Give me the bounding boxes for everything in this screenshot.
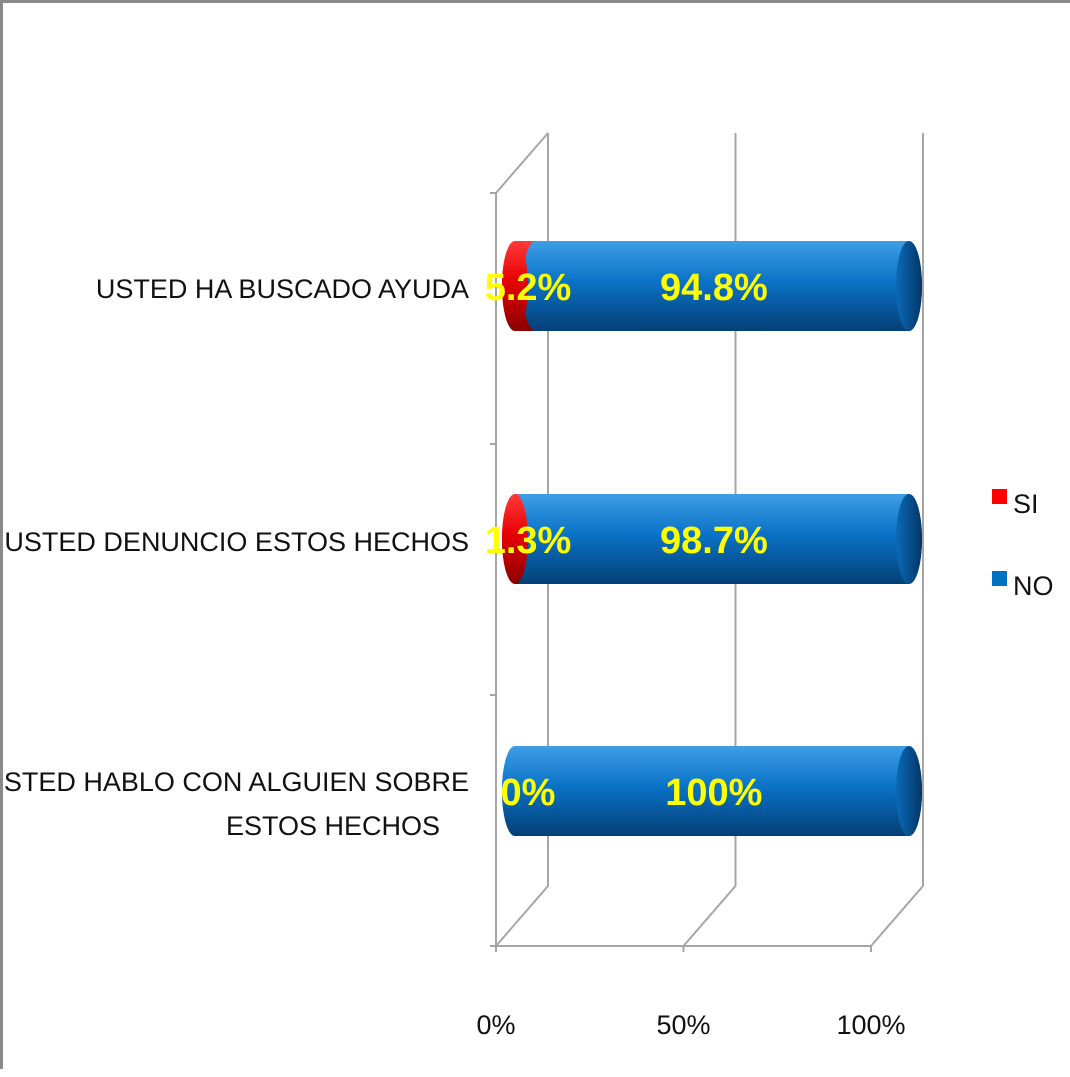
bar-end-cap [896, 241, 922, 331]
category-label-line: USTED DENUNCIO ESTOS HECHOS [4, 527, 469, 557]
category-label: USTED HABLO CON ALGUIEN SOBRE ESTOS HECHO… [3, 767, 469, 841]
x-tick-label: 100% [836, 1010, 905, 1040]
legend-swatch-si [992, 489, 1007, 504]
legend-swatch-no [992, 571, 1007, 586]
category-label-line: ESTOS HECHOS [226, 811, 440, 841]
category-label-line: USTED HA BUSCADO AYUDA [96, 274, 469, 304]
data-label-si: 0% [501, 772, 556, 814]
category-label: USTED HA BUSCADO AYUDA [96, 274, 469, 304]
legend-label-si: SI [1013, 489, 1039, 519]
data-label-no: 94.8% [660, 267, 768, 309]
data-label-si: 1.3% [485, 520, 572, 562]
floor-gridline [871, 886, 923, 946]
floor-gridline [496, 886, 548, 946]
legend-label-no: NO [1013, 571, 1054, 601]
category-label: USTED DENUNCIO ESTOS HECHOS [4, 527, 469, 557]
stacked-cylinder-bar-chart: 0% 50% 100% 5.2% 94.8% USTED HA BUSCADO AYUD… [3, 3, 1070, 1072]
depth-edge [496, 133, 548, 193]
floor-gridline [684, 886, 736, 946]
legend-layer: SI NO [992, 489, 1054, 601]
data-label-no: 100% [665, 772, 762, 814]
category-label-line: USTED HABLO CON ALGUIEN SOBRE [3, 767, 469, 797]
data-label-no: 98.7% [660, 520, 768, 562]
bar-end-cap [896, 494, 922, 584]
data-label-si: 5.2% [485, 267, 572, 309]
bar-end-cap [896, 746, 922, 836]
x-tick-label: 0% [476, 1010, 515, 1040]
x-tick-label: 50% [656, 1010, 710, 1040]
